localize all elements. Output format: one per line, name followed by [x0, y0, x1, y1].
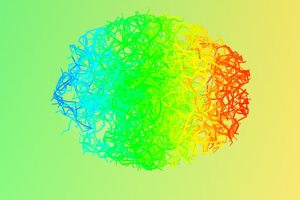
Ellipse shape — [60, 49, 240, 163]
Ellipse shape — [84, 64, 216, 148]
Ellipse shape — [72, 57, 228, 155]
Ellipse shape — [66, 53, 234, 159]
Ellipse shape — [90, 68, 210, 144]
Ellipse shape — [78, 60, 222, 152]
